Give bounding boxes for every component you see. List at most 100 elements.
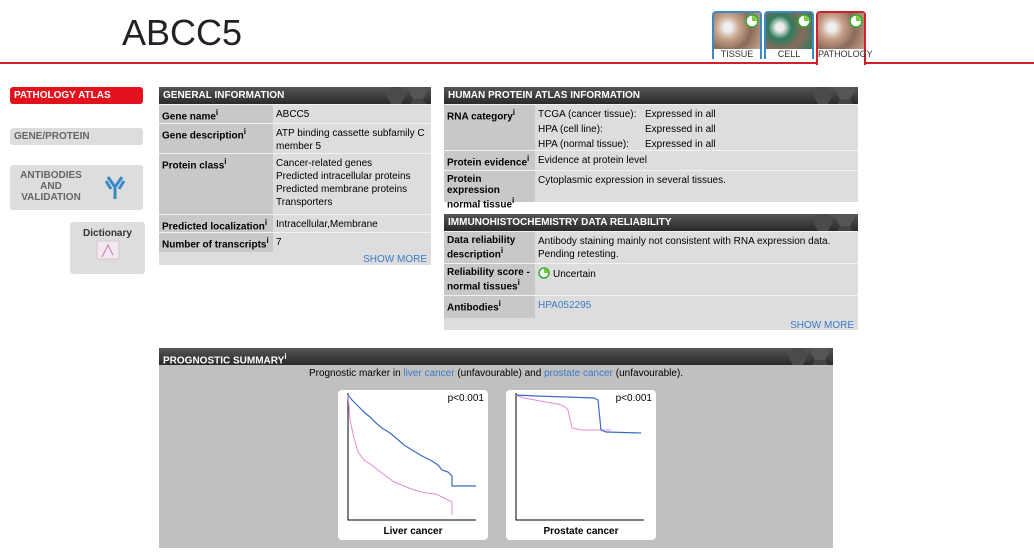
info-row: Antibodiesi HPA052295	[444, 295, 858, 318]
header-line	[0, 62, 1034, 64]
survival-plot: p<0.001 Liver cancer	[338, 390, 488, 540]
row-value: Antibody staining mainly not consistent …	[535, 232, 858, 263]
value-line: Intracellular,Membrane	[276, 219, 378, 230]
survival-curve	[338, 390, 488, 533]
info-marker: i	[498, 299, 501, 308]
tab-label: CELL	[777, 49, 801, 59]
value-line: Predicted membrane proteins	[276, 184, 408, 195]
label-text: Protein expression normal tissue	[447, 174, 513, 211]
rna-line: TCGA (cancer tissue): Expressed in all	[538, 107, 716, 122]
info-row: Gene descriptioni ATP binding cassette su…	[159, 123, 431, 153]
label-text: Data reliability description	[447, 235, 516, 261]
sidebar-item[interactable]: GENE/PROTEIN	[10, 128, 143, 145]
panel-header: IMMUNOHISTOCHEMISTRY DATA RELIABILITY	[444, 214, 858, 231]
value-line: ABCC5	[276, 109, 310, 120]
sidebar-label: PATHOLOGY ATLAS	[14, 90, 111, 101]
row-value: Uncertain	[535, 264, 599, 295]
rna-source: HPA (cell line):	[538, 124, 603, 135]
label-text: Reliability score - normal tissues	[447, 267, 530, 293]
panel: IMMUNOHISTOCHEMISTRY DATA RELIABILITY Dat…	[444, 214, 858, 331]
row-value: HPA052295	[535, 296, 594, 318]
row-label: Protein expression normal tissuei	[444, 171, 535, 210]
label-text: Antibodies	[447, 302, 499, 314]
panel-title: HUMAN PROTEIN ATLAS INFORMATION	[448, 90, 641, 101]
info-marker: i	[215, 108, 219, 117]
info-row: Number of transcriptsi 7	[159, 232, 431, 252]
dictionary[interactable]: Dictionary	[70, 222, 145, 274]
cancer-link[interactable]: prostate cancer	[544, 368, 614, 379]
antibody-link[interactable]: HPA052295	[538, 300, 592, 311]
info-marker: i	[527, 154, 530, 163]
sidebar-item[interactable]: ANTIBODIES AND VALIDATION	[10, 165, 143, 210]
tab[interactable]: TISSUE	[712, 11, 762, 59]
row-value: ATP binding cassette subfamily C member …	[273, 124, 431, 153]
label-text: Predicted localization	[162, 221, 265, 233]
row-label: RNA categoryi	[444, 105, 535, 150]
info-marker: i	[284, 352, 287, 361]
info-marker: i	[243, 127, 246, 136]
row-label: Gene descriptioni	[159, 124, 273, 153]
tab[interactable]: CELL	[764, 11, 814, 59]
gene-title: ABCC5	[122, 12, 243, 53]
value-line: Antibody staining mainly not consistent …	[538, 236, 831, 260]
row-value: Cancer-related genes Predicted intracellu…	[273, 154, 414, 214]
sidebar-label: ANTIBODIES AND VALIDATION	[20, 170, 82, 203]
panel-title: GENERAL INFORMATION	[163, 90, 285, 101]
label-text: Number of transcripts	[162, 239, 267, 251]
plot-label: Prostate cancer	[543, 526, 619, 537]
show-more[interactable]: SHOW MORE	[790, 320, 854, 331]
info-row: Predicted localizationi Intracellular,Mem…	[159, 214, 431, 232]
panel-title: IMMUNOHISTOCHEMISTRY DATA RELIABILITY	[448, 217, 672, 228]
tab-image	[714, 13, 760, 49]
p-value: p<0.001	[615, 393, 652, 404]
rna-value: Expressed in all	[645, 124, 716, 135]
rna-value: Expressed in all	[645, 139, 716, 150]
sidebar-item[interactable]: PATHOLOGY ATLAS	[10, 87, 143, 104]
info-marker: i	[512, 196, 515, 205]
row-label: Protein classi	[159, 154, 273, 214]
row-value: TCGA (cancer tissue): Expressed in all HPA…	[535, 105, 719, 150]
panel: GENERAL INFORMATION Gene namei ABCC5 Gene d…	[159, 87, 431, 265]
survival-plot: p<0.001 Prostate cancer	[506, 390, 656, 540]
plot-label: Liver cancer	[383, 526, 443, 537]
info-row: Data reliability descriptioni Antibody st…	[444, 231, 858, 263]
show-more[interactable]: SHOW MORE	[363, 254, 427, 265]
info-marker: i	[266, 236, 269, 245]
row-value: Intracellular,Membrane	[273, 215, 381, 232]
panel-header: PROGNOSTIC SUMMARYi	[159, 348, 833, 365]
antibody-icon	[104, 175, 126, 202]
info-row: RNA categoryi TCGA (cancer tissue): Expres…	[444, 104, 858, 150]
panel: HUMAN PROTEIN ATLAS INFORMATION RNA categ…	[444, 87, 858, 210]
value-line: 7	[276, 237, 282, 248]
rna-line: HPA (normal tissue): Expressed in all	[538, 137, 716, 152]
value-line: Evidence at protein level	[538, 155, 647, 166]
label-text: Gene description	[162, 130, 244, 142]
row-label: Predicted localizationi	[159, 215, 273, 232]
rna-source: HPA (normal tissue):	[538, 139, 629, 150]
prognostic-text: Prognostic marker in liver cancer (unfav…	[159, 365, 833, 379]
row-label: Protein evidencei	[444, 151, 535, 170]
info-row: Protein expression normal tissuei Cytopla…	[444, 170, 858, 210]
tab-image	[766, 13, 812, 49]
cancer-link[interactable]: liver cancer	[403, 368, 455, 379]
info-marker: i	[512, 108, 515, 117]
panel: PROGNOSTIC SUMMARYi Prognostic marker in …	[159, 348, 833, 548]
value-line: Cancer-related genes	[276, 158, 373, 169]
tab-label: TISSUE	[720, 49, 754, 59]
row-label: Reliability score - normal tissuesi	[444, 264, 535, 295]
p-value: p<0.001	[447, 393, 484, 404]
label-text: Protein evidence	[447, 157, 528, 169]
value-line: Cytoplasmic expression in several tissue…	[538, 175, 726, 186]
panel-header: HUMAN PROTEIN ATLAS INFORMATION	[444, 87, 858, 104]
info-row: Protein evidencei Evidence at protein lev…	[444, 150, 858, 170]
value-line: ATP binding cassette subfamily C member …	[276, 128, 425, 152]
label-text: RNA category	[447, 111, 513, 123]
value-line: Predicted intracellular proteins	[276, 171, 411, 182]
dictionary-icon	[70, 239, 145, 264]
row-value: ABCC5	[273, 105, 312, 123]
info-marker: i	[517, 278, 520, 287]
row-value: 7	[273, 233, 285, 252]
tab[interactable]: PATHOLOGY	[816, 11, 873, 65]
rna-source: TCGA (cancer tissue):	[538, 109, 637, 120]
info-marker: i	[224, 157, 227, 166]
